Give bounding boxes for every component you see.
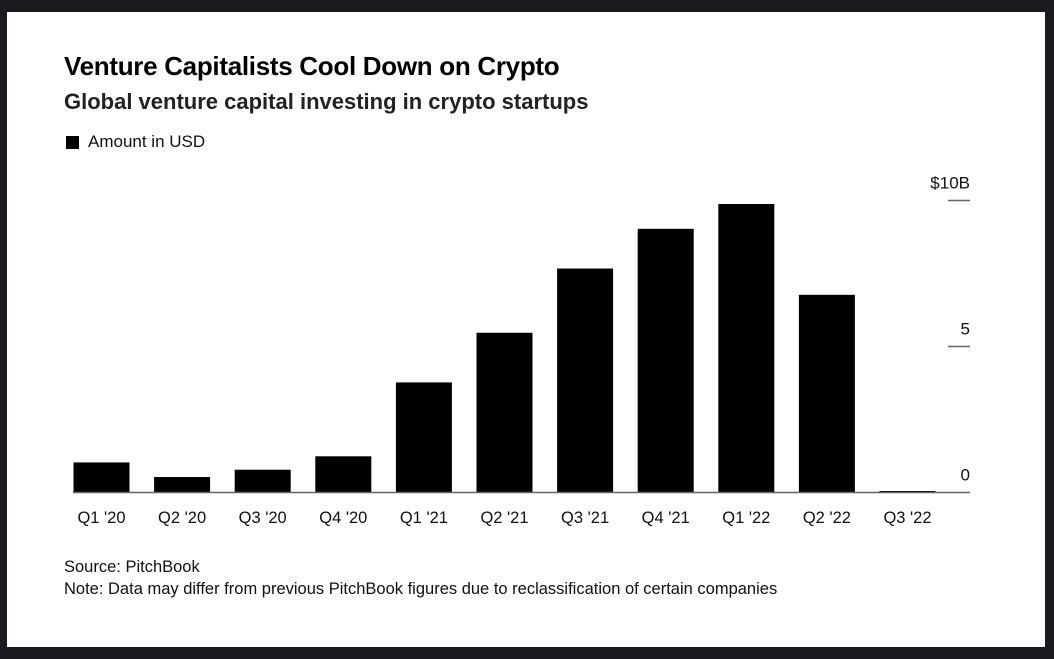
x-tick-label: Q2 '20 bbox=[158, 509, 206, 527]
legend: Amount in USD bbox=[66, 132, 205, 152]
bar-q2-20 bbox=[154, 477, 211, 493]
chart-title: Venture Capitalists Cool Down on Crypto bbox=[64, 51, 560, 81]
y-tick-label: 5 bbox=[961, 320, 970, 339]
bar-q2-21 bbox=[476, 332, 533, 493]
x-tick-label: Q1 '21 bbox=[400, 509, 448, 527]
x-tick-label: Q2 '21 bbox=[480, 509, 528, 527]
x-tick-label: Q1 '22 bbox=[722, 509, 770, 527]
legend-label: Amount in USD bbox=[88, 132, 206, 151]
x-tick-label: Q4 '20 bbox=[319, 509, 367, 527]
bar-q4-20 bbox=[315, 456, 372, 493]
source-note: Source: PitchBook bbox=[64, 558, 200, 576]
x-tick-label: Q2 '22 bbox=[803, 509, 851, 527]
x-tick-label: Q3 '21 bbox=[561, 509, 609, 527]
bar-q2-22 bbox=[798, 294, 855, 493]
x-tick-label: Q4 '21 bbox=[642, 509, 690, 527]
bar-q1-21 bbox=[395, 382, 452, 493]
chart-subtitle: Global venture capital investing in cryp… bbox=[64, 89, 589, 114]
chart-card bbox=[7, 12, 1045, 647]
bars-layer bbox=[73, 204, 936, 493]
y-tick-label: 0 bbox=[961, 466, 970, 485]
legend-swatch bbox=[66, 135, 79, 149]
bar-q4-21 bbox=[637, 228, 694, 493]
x-tick-label: Q3 '20 bbox=[239, 509, 287, 527]
x-tick-label: Q1 '20 bbox=[77, 509, 125, 527]
y-tick-label: $10B bbox=[930, 174, 970, 193]
bar-q1-22 bbox=[718, 204, 775, 493]
bar-q3-21 bbox=[557, 268, 614, 493]
chart-footer: Source: PitchBook Note: Data may differ … bbox=[64, 556, 777, 600]
bar-q1-20 bbox=[73, 462, 130, 493]
data-note: Note: Data may differ from previous Pitc… bbox=[64, 580, 778, 598]
bar-q3-20 bbox=[234, 469, 291, 493]
axis-layer: Q1 '20 Q2 '20 Q3 '20 Q4 '20 Q1 '21 Q2 '21 Q3 '… bbox=[73, 174, 970, 527]
x-tick-label: Q3 '22 bbox=[883, 509, 931, 527]
